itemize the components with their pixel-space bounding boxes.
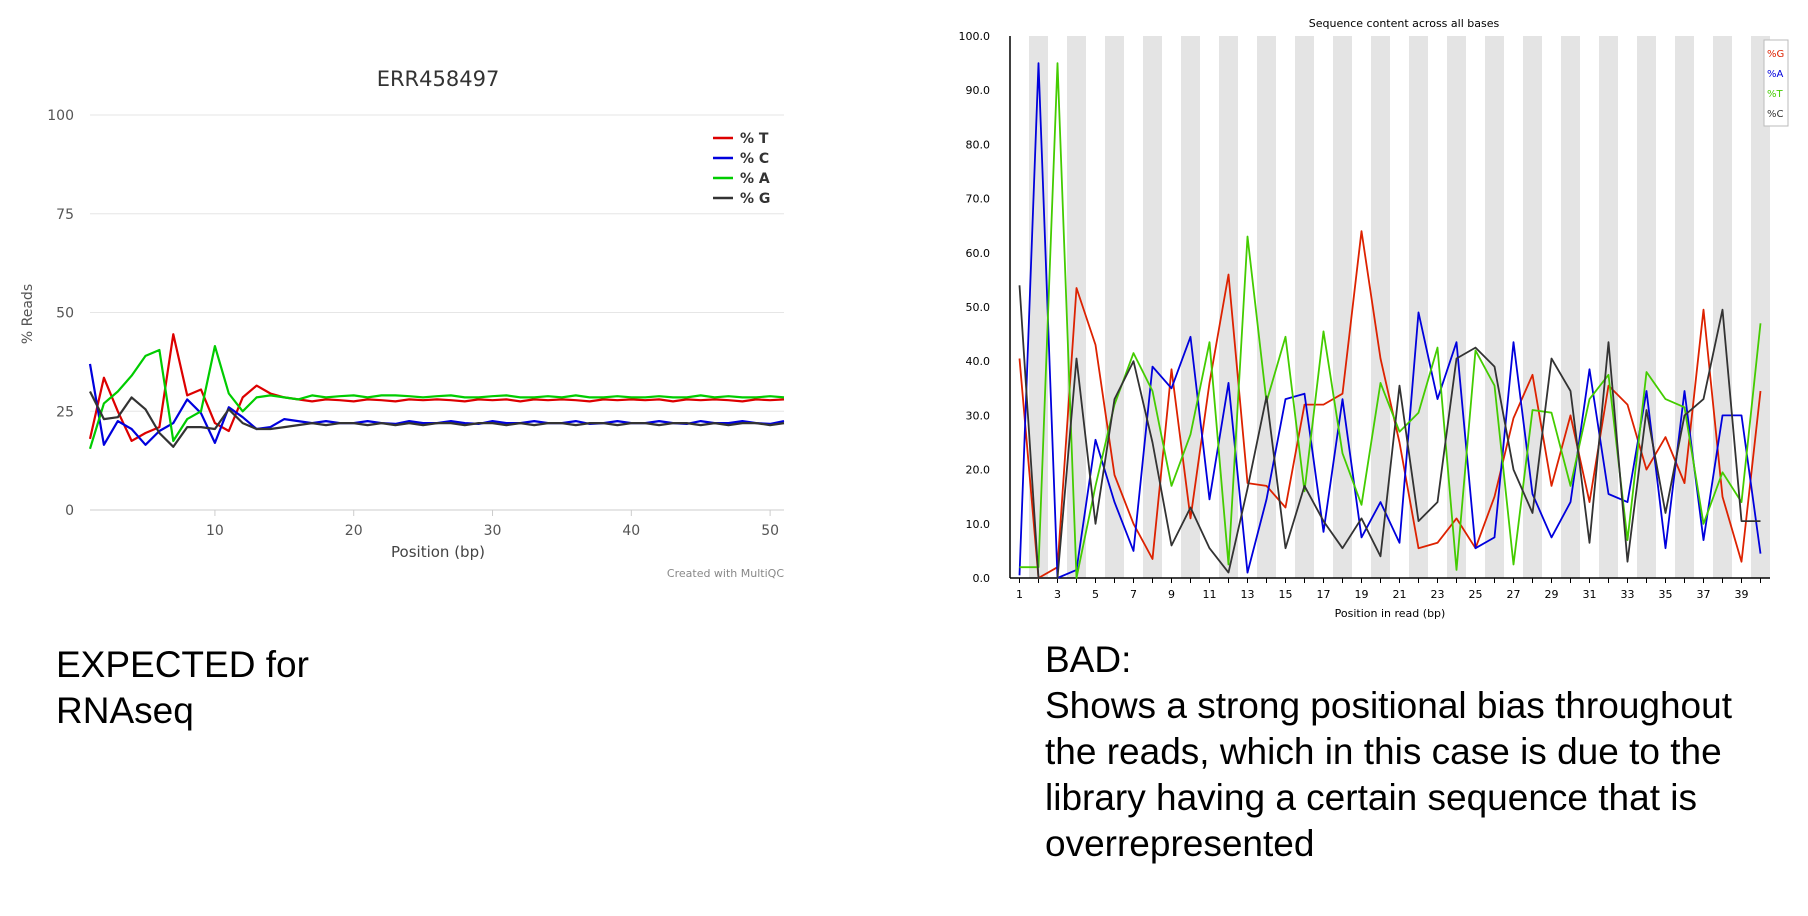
left-chart-title: ERR458497 bbox=[377, 67, 500, 91]
left-series-line-3 bbox=[89, 391, 785, 448]
left-x-ticks: 10 20 30 40 50 bbox=[206, 510, 779, 539]
left-series bbox=[88, 333, 785, 450]
left-y-tick-label: 50 bbox=[56, 306, 74, 322]
left-y-tick-label: 0 bbox=[65, 503, 74, 519]
left-y-tick-label: 100 bbox=[47, 108, 74, 124]
left-legend: % T % C % A % G bbox=[713, 131, 770, 207]
left-x-tick-label: 40 bbox=[622, 523, 640, 539]
left-credit: Created with MultiQC bbox=[667, 567, 784, 580]
left-x-tick-label: 10 bbox=[206, 523, 224, 539]
right-caption-body: Shows a strong positional bias throughou… bbox=[1045, 685, 1732, 864]
left-legend-label: % C bbox=[740, 151, 769, 167]
left-caption-line1: EXPECTED for bbox=[56, 644, 309, 685]
right-caption-heading: BAD: bbox=[1045, 639, 1132, 680]
left-legend-label: % T bbox=[740, 131, 769, 147]
left-legend-label: % A bbox=[740, 171, 770, 187]
left-y-ticks: 0 25 50 75 100 bbox=[47, 108, 74, 519]
left-series-line-0 bbox=[88, 333, 785, 442]
left-x-axis-label: Position (bp) bbox=[391, 543, 485, 561]
left-series-line-2 bbox=[88, 345, 785, 450]
left-legend-label: % G bbox=[740, 191, 770, 207]
left-series-line-1 bbox=[88, 363, 785, 446]
left-caption: EXPECTED for RNAseq bbox=[56, 642, 656, 734]
left-x-tick-label: 30 bbox=[484, 523, 502, 539]
left-x-tick-label: 50 bbox=[761, 523, 779, 539]
left-x-tick-label: 20 bbox=[345, 523, 363, 539]
left-y-tick-label: 25 bbox=[56, 404, 74, 420]
left-grid bbox=[90, 114, 784, 511]
right-caption: BAD: Shows a strong positional bias thro… bbox=[1045, 637, 1785, 867]
left-caption-line2: RNAseq bbox=[56, 690, 194, 731]
left-y-axis-label: % Reads bbox=[20, 284, 36, 344]
left-y-tick-label: 75 bbox=[56, 207, 74, 223]
